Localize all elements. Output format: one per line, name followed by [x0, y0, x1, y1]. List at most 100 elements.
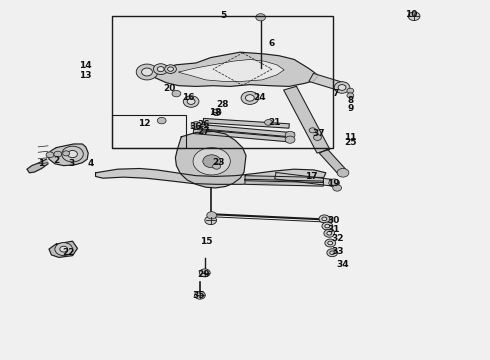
Circle shape — [55, 243, 73, 256]
Circle shape — [168, 67, 173, 71]
Text: 32: 32 — [332, 234, 344, 243]
Polygon shape — [245, 176, 323, 183]
Circle shape — [212, 109, 221, 116]
Circle shape — [187, 99, 195, 104]
Polygon shape — [193, 129, 290, 142]
Text: 1: 1 — [39, 159, 45, 168]
Circle shape — [328, 241, 333, 245]
Text: 16: 16 — [182, 94, 195, 103]
Circle shape — [256, 14, 266, 21]
Circle shape — [334, 82, 350, 93]
Text: 10: 10 — [405, 10, 418, 19]
Text: 2: 2 — [53, 156, 59, 165]
Circle shape — [54, 151, 62, 157]
Circle shape — [191, 122, 201, 129]
Circle shape — [322, 222, 333, 230]
Circle shape — [205, 216, 217, 225]
Circle shape — [183, 96, 199, 107]
Text: 7: 7 — [332, 89, 339, 98]
Polygon shape — [245, 179, 323, 186]
Text: 17: 17 — [305, 172, 318, 181]
Circle shape — [322, 217, 327, 221]
Circle shape — [157, 117, 166, 124]
Polygon shape — [179, 59, 284, 81]
Circle shape — [213, 163, 220, 169]
Circle shape — [68, 150, 77, 158]
Circle shape — [330, 251, 335, 255]
Text: 15: 15 — [199, 238, 212, 247]
Circle shape — [199, 269, 210, 277]
Text: 18: 18 — [209, 108, 222, 117]
Polygon shape — [27, 159, 48, 173]
Circle shape — [207, 212, 217, 219]
Text: 27: 27 — [197, 127, 210, 136]
Text: 4: 4 — [87, 159, 94, 168]
Circle shape — [329, 179, 340, 187]
Circle shape — [241, 91, 259, 104]
Polygon shape — [175, 131, 246, 188]
Polygon shape — [48, 144, 88, 166]
Circle shape — [333, 185, 342, 191]
Circle shape — [136, 64, 158, 80]
Text: 36: 36 — [190, 122, 202, 131]
Text: 24: 24 — [253, 93, 266, 102]
Text: 30: 30 — [327, 216, 340, 225]
Text: 29: 29 — [197, 270, 210, 279]
Text: 12: 12 — [138, 119, 151, 128]
Circle shape — [265, 120, 272, 125]
Circle shape — [347, 93, 354, 98]
Text: 28: 28 — [217, 100, 229, 109]
Text: 3: 3 — [68, 159, 74, 168]
Circle shape — [338, 85, 346, 90]
Text: 33: 33 — [332, 248, 344, 256]
Text: 23: 23 — [212, 158, 224, 167]
Circle shape — [408, 12, 420, 21]
Circle shape — [62, 146, 83, 162]
Circle shape — [193, 148, 230, 175]
Text: 19: 19 — [327, 179, 340, 188]
Polygon shape — [149, 52, 318, 86]
Text: 11: 11 — [344, 133, 357, 142]
Polygon shape — [309, 73, 345, 91]
Circle shape — [142, 68, 152, 76]
Polygon shape — [193, 124, 294, 137]
Circle shape — [60, 246, 68, 252]
Text: 5: 5 — [220, 11, 226, 20]
Circle shape — [347, 88, 354, 93]
Text: 8: 8 — [347, 96, 353, 105]
Polygon shape — [274, 172, 334, 186]
Circle shape — [337, 168, 349, 177]
Text: 20: 20 — [163, 84, 175, 93]
Circle shape — [157, 67, 164, 72]
Circle shape — [314, 135, 321, 140]
Circle shape — [245, 95, 254, 101]
Circle shape — [195, 291, 205, 299]
Circle shape — [172, 90, 181, 97]
Circle shape — [165, 65, 176, 73]
Text: 31: 31 — [327, 225, 340, 234]
Text: 37: 37 — [312, 130, 325, 139]
Text: 13: 13 — [79, 71, 92, 80]
Circle shape — [327, 249, 338, 257]
Circle shape — [327, 231, 332, 235]
Circle shape — [309, 128, 316, 133]
Polygon shape — [319, 149, 347, 175]
Circle shape — [285, 136, 295, 143]
Circle shape — [46, 152, 54, 158]
Circle shape — [203, 155, 220, 168]
Bar — [112, 16, 333, 148]
Circle shape — [285, 131, 295, 139]
Text: 21: 21 — [268, 118, 281, 127]
Text: 25: 25 — [344, 138, 357, 147]
Circle shape — [325, 239, 336, 247]
Circle shape — [325, 224, 330, 228]
Polygon shape — [49, 241, 77, 257]
Circle shape — [153, 64, 168, 75]
Circle shape — [63, 151, 70, 156]
Circle shape — [322, 217, 332, 224]
Text: 34: 34 — [337, 260, 349, 269]
Text: 9: 9 — [347, 104, 354, 113]
Polygon shape — [96, 168, 326, 184]
Text: 35: 35 — [192, 292, 205, 300]
Text: 6: 6 — [269, 40, 275, 49]
